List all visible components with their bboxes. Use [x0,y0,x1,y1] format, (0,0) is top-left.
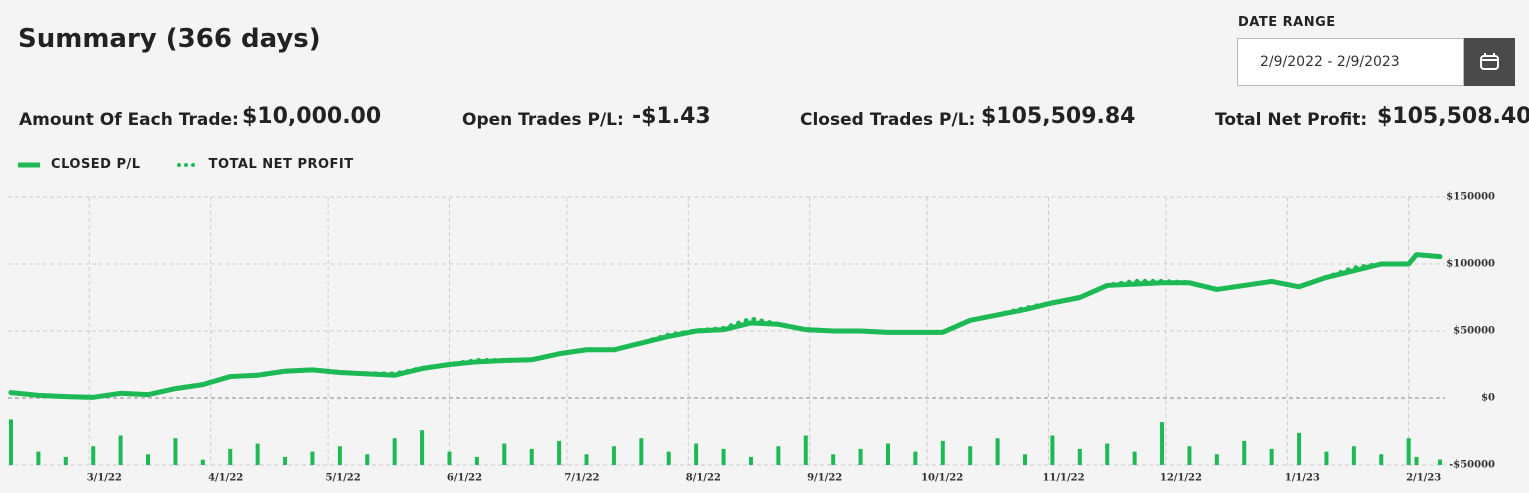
bar [1297,432,1302,465]
legend: CLOSED P/L TOTAL NET PROFIT [16,157,354,172]
bar [1351,446,1356,465]
bar [1269,448,1274,465]
bar [337,446,342,465]
legend-swatch [16,162,42,167]
bar [474,456,479,465]
y-tick-label: $100000 [1446,259,1495,270]
bar [1438,459,1442,465]
bar [803,435,808,465]
x-tick-label: 3/1/22 [87,473,122,484]
series-line [8,252,1443,400]
x-tick-label: 7/1/22 [564,473,599,484]
bar [63,456,68,465]
x-tick-label: 9/1/22 [807,473,842,484]
calendar-icon [1480,53,1499,70]
bar [666,451,671,465]
stat-label: Closed Trades P/L: [800,110,976,130]
bar [557,440,562,465]
date-range: 2/9/2022 - 2/9/2023 [1260,54,1400,70]
bar [9,419,13,465]
x-tick-label: 2/1/23 [1406,473,1441,484]
x-tick-label: 11/1/22 [1042,473,1084,484]
bar [146,454,151,465]
stat-label: Open Trades P/L: [462,110,624,130]
bar [228,448,233,465]
stat-label: Amount Of Each Trade: [19,110,239,130]
x-tick-label: 10/1/22 [921,473,963,484]
bar [283,456,288,465]
bar [1160,422,1165,465]
bar [885,443,890,465]
x-tick-label: 8/1/22 [686,473,721,484]
calendar-button[interactable] [1464,38,1515,86]
bar [1214,454,1219,465]
bar [748,456,753,465]
bar [858,448,863,465]
bar [1414,456,1419,465]
y-tick-label: $150000 [1446,192,1495,203]
y-tick-label: $0 [1481,393,1495,404]
stat-value: -$1.43 [632,104,711,129]
bar [420,430,425,465]
bar [1077,448,1082,465]
series-line [8,252,1443,400]
bar [118,435,123,465]
x-tick-label: 6/1/22 [447,473,482,484]
title: Summary (366 days) [18,24,321,54]
bar [940,440,945,465]
bar [91,446,96,465]
bar [1187,446,1192,465]
bar [255,443,260,465]
bar [776,446,781,465]
stat-label: Total Net Profit: [1215,110,1368,130]
bar [1105,443,1110,465]
bar [639,438,644,465]
bar [447,451,452,465]
legend-swatch [176,162,199,167]
bar [995,438,1000,465]
y-tick-label: $50000 [1453,326,1495,337]
bar [365,454,370,465]
stat-value: $10,000.00 [242,104,382,129]
bar [1023,454,1028,465]
date-input[interactable]: 2/9/2022 - 2/9/2023 [1237,38,1464,86]
legend-label: CLOSED P/L [51,157,141,172]
bar [831,454,836,465]
x-tick-label: 1/1/23 [1285,473,1320,484]
bar [1050,435,1055,465]
bar [36,451,41,465]
bar [173,438,178,465]
bar [529,448,534,465]
x-tick-label: 4/1/22 [208,473,243,484]
bar [611,446,616,465]
bar [694,443,699,465]
bar [310,451,315,465]
y-tick-label: -$50000 [1449,460,1495,471]
date-range-label: DATE RANGE [1238,15,1336,30]
bar [502,443,507,465]
legend-label: TOTAL NET PROFIT [208,157,354,172]
bar [1242,440,1247,465]
x-tick-label: 12/1/22 [1160,473,1202,484]
bar [913,451,918,465]
bar [968,446,973,465]
bar [392,438,397,465]
x-tick-label: 5/1/22 [326,473,361,484]
stat-value: $105,509.84 [981,104,1136,129]
stat-value: $105,508.40 [1377,104,1529,129]
bar [1132,451,1137,465]
bar [721,448,726,465]
bar [200,459,205,465]
bar [1379,454,1384,465]
bar [1406,438,1411,465]
bar [584,454,589,465]
bar [1324,451,1329,465]
